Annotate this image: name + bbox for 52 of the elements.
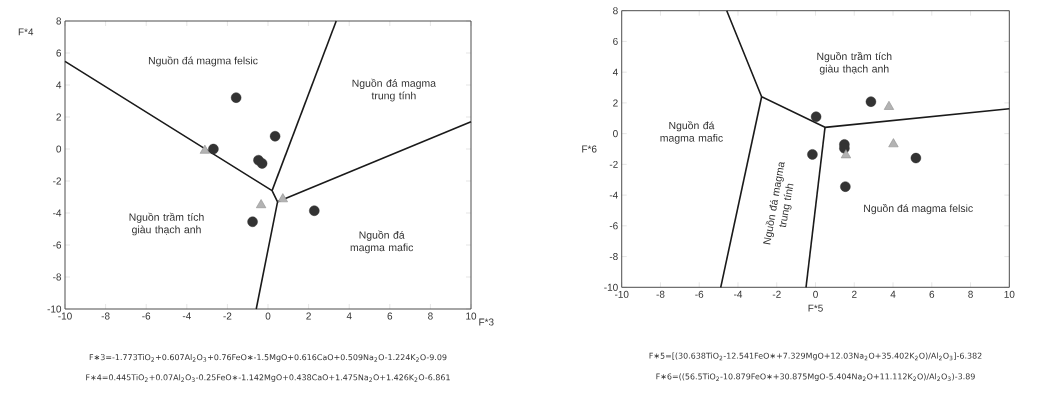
x-tick-label: -2 (772, 290, 781, 298)
annotation: Nguồn trầm tích giàu thạch anh (817, 51, 892, 75)
x-tick-label: -8 (656, 290, 665, 298)
annotation: Nguồn đá magma felsic (864, 203, 973, 215)
y-tick-label: 6 (613, 37, 618, 45)
y-tick-label: -8 (53, 273, 62, 281)
annotation: Nguồn đá magma felsic (148, 56, 258, 67)
x-tick-label: -2 (223, 312, 232, 320)
y-tick-label: -8 (609, 253, 618, 261)
y-tick-label: 0 (613, 130, 618, 138)
x-tick-label: 10 (466, 312, 477, 320)
x-tick-label: 0 (265, 312, 271, 320)
y-tick-label: 6 (56, 49, 62, 57)
x-tick-label: -8 (101, 312, 110, 320)
x-tick-label: 8 (968, 290, 973, 298)
y-tick-label: -6 (53, 241, 62, 249)
y-tick-label: -2 (53, 177, 61, 185)
y-tick-label: 2 (56, 113, 61, 121)
x-tick-label: 2 (306, 312, 311, 320)
annotation: Nguồn đá magma trung tính (352, 78, 436, 102)
x-tick-label: -6 (695, 290, 704, 298)
x-tick-label: 10 (1004, 290, 1015, 298)
x-tick-label: -4 (734, 290, 743, 298)
y-tick-label: 0 (56, 145, 62, 153)
y-axis-title: F*6 (582, 145, 597, 153)
y-tick-label: 2 (613, 99, 618, 107)
x-tick-label: -6 (142, 312, 151, 320)
annotation: Nguồn đá magma mafic (350, 230, 414, 254)
x-tick-label: 6 (929, 290, 935, 298)
y-tick-label: -10 (47, 305, 62, 313)
x-axis-title: F*5 (808, 304, 823, 312)
y-tick-label: 8 (56, 17, 62, 25)
y-tick-label: -2 (609, 160, 618, 168)
y-tick-label: -10 (604, 283, 618, 291)
annotation: Nguồn đá magma mafic (660, 121, 723, 144)
annotation: Nguồn trầm tích giàu thạch anh (129, 212, 204, 236)
y-tick-label: -6 (609, 222, 618, 230)
x-tick-label: 2 (852, 290, 857, 298)
y-axis-title: F*4 (18, 28, 34, 36)
y-tick-label: 4 (56, 81, 62, 89)
y-tick-label: 8 (613, 7, 618, 15)
annotation: Nguồn đá magma trung tính (763, 162, 794, 245)
x-axis-title: F*3 (479, 318, 494, 326)
y-tick-label: -4 (53, 209, 62, 217)
x-tick-label: 4 (346, 312, 352, 320)
x-tick-label: 8 (428, 312, 433, 320)
x-tick-label: 0 (813, 290, 818, 298)
x-tick-label: -4 (182, 312, 191, 320)
y-tick-label: 4 (612, 68, 618, 76)
x-tick-label: 6 (387, 312, 393, 320)
x-tick-label: 4 (890, 290, 896, 298)
y-tick-label: -4 (609, 191, 618, 199)
